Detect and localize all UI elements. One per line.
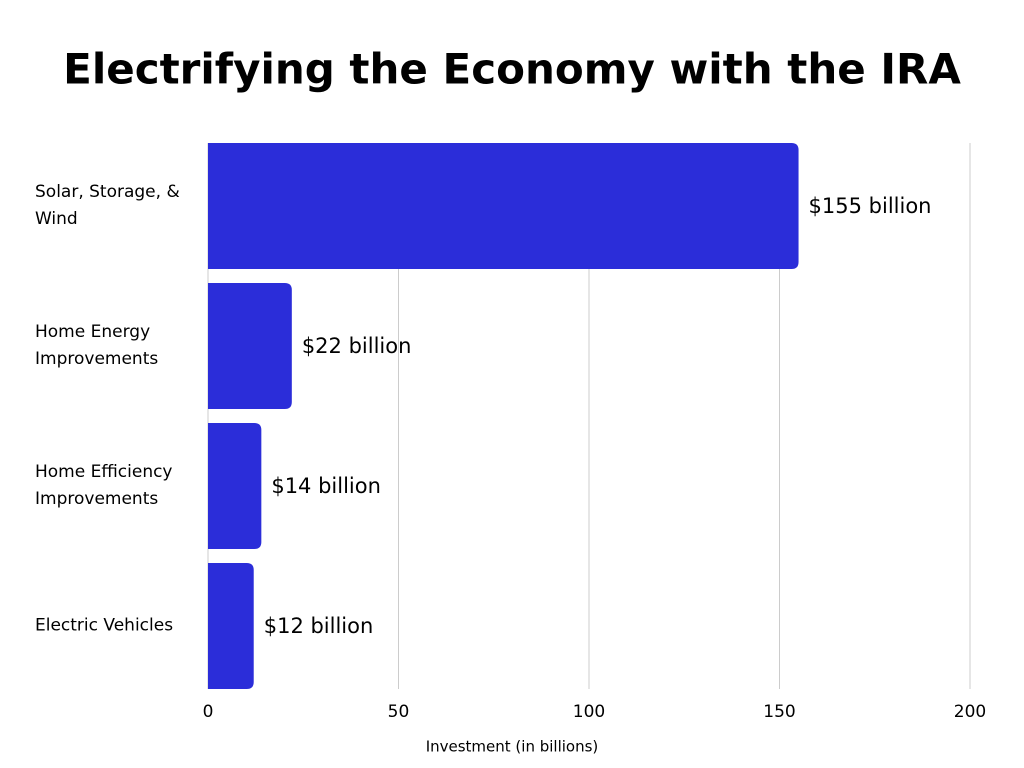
bar: [208, 143, 799, 269]
value-label: $12 billion: [264, 614, 374, 638]
x-tick-label: 150: [763, 702, 795, 722]
x-tick-label: 0: [203, 702, 214, 722]
chart-title: Electrifying the Economy with the IRA: [63, 45, 961, 94]
y-tick-label: Electric Vehicles: [35, 615, 174, 636]
value-label: $155 billion: [809, 194, 932, 218]
bar: [208, 563, 254, 689]
y-tick-label: Solar, Storage, & Wind: [35, 182, 180, 229]
bar: [208, 423, 262, 549]
y-tick-label: Home Energy Improvements: [35, 322, 159, 369]
x-tick-label: 100: [573, 702, 605, 722]
x-tick-label: 50: [388, 702, 410, 722]
y-tick-label: Home Efficiency Improvements: [35, 462, 173, 509]
value-label: $14 billion: [271, 474, 381, 498]
x-axis-label: Investment (in billions): [426, 738, 599, 756]
bar: [208, 283, 292, 409]
value-label: $22 billion: [302, 334, 412, 358]
x-tick-label: 200: [954, 702, 986, 722]
